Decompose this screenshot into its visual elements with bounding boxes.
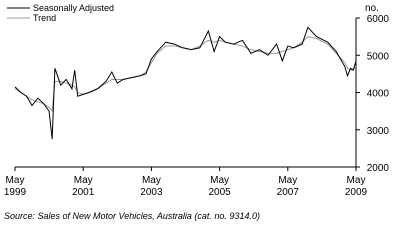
y-tick-label: 4000 <box>367 89 390 100</box>
x-tick-label: May 2005 <box>208 175 231 198</box>
x-tick-label: May 2001 <box>72 175 95 198</box>
legend-label: Seasonally Adjusted <box>33 3 114 13</box>
x-tick-label: May 2003 <box>140 175 163 198</box>
series-line <box>14 36 357 113</box>
x-tick-label: May 2007 <box>277 175 300 198</box>
source-note: Source: Sales of New Motor Vehicles, Aus… <box>4 211 260 221</box>
legend-label: Trend <box>33 13 56 23</box>
y-tick-label: 3000 <box>367 126 390 137</box>
chart: no. Source: Sales of New Motor Vehicles,… <box>4 3 390 221</box>
y-tick-label: 6000 <box>367 14 390 25</box>
series-line <box>14 26 357 140</box>
y-tick-label: 2000 <box>367 163 390 174</box>
y-tick-label: 5000 <box>367 51 390 62</box>
x-tick-label: May 1999 <box>4 175 27 198</box>
x-tick-label: May 2009 <box>345 175 368 198</box>
y-axis-label: no. <box>365 3 379 14</box>
